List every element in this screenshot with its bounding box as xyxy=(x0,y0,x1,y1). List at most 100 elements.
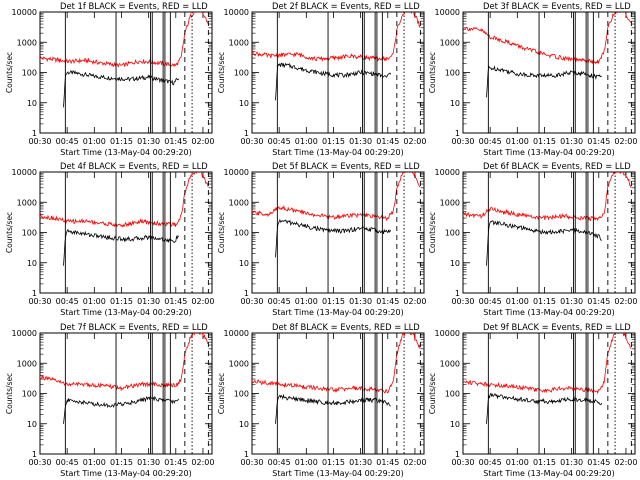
chart-title: Det 1f BLACK = Events, RED = LLD xyxy=(60,1,208,11)
y-tick-label: 100 xyxy=(445,69,460,78)
x-tick-label: 01:15 xyxy=(322,137,345,146)
chart-title: Det 8f BLACK = Events, RED = LLD xyxy=(272,322,420,332)
x-tick-label: 00:45 xyxy=(479,137,502,146)
y-tick-label: 10 xyxy=(27,420,37,429)
x-tick-label: 01:45 xyxy=(587,297,610,306)
y-tick-label: 1 xyxy=(244,129,249,138)
x-tick-label: 01:30 xyxy=(349,297,372,306)
x-tick-label: 00:30 xyxy=(28,458,51,467)
y-axis-label: Counts/sec xyxy=(217,52,226,93)
x-tick-label: 00:45 xyxy=(479,458,502,467)
x-tick-label: 02:00 xyxy=(191,458,214,467)
y-tick-label: 1 xyxy=(32,129,37,138)
x-tick-label: 00:45 xyxy=(56,297,79,306)
x-tick-label: 01:15 xyxy=(322,297,345,306)
y-tick-label: 100 xyxy=(22,69,37,78)
y-tick-label: 10 xyxy=(27,259,37,268)
chart-panel-9: Det 9f BLACK = Events, RED = LLD Counts/s… xyxy=(428,322,637,478)
x-tick-label: 01:00 xyxy=(506,297,529,306)
y-axis-label: Counts/sec xyxy=(428,52,437,93)
y-tick-label: 1 xyxy=(455,129,460,138)
x-tick-label: 01:45 xyxy=(376,297,399,306)
y-tick-label: 1000 xyxy=(17,359,37,368)
plot-frame xyxy=(39,11,213,134)
plot-area xyxy=(463,333,632,454)
plot-frame xyxy=(462,11,636,134)
y-axis-label: Counts/sec xyxy=(428,373,437,414)
x-axis-label: Start Time (13-May-04 00:29:20) xyxy=(272,469,403,478)
chart-title: Det 3f BLACK = Events, RED = LLD xyxy=(483,1,631,11)
y-tick-label: 10000 xyxy=(224,8,249,17)
x-tick-label: 02:00 xyxy=(614,458,637,467)
series-events-line xyxy=(63,395,180,424)
chart-title: Det 4f BLACK = Events, RED = LLD xyxy=(60,161,208,171)
x-tick-label: 01:00 xyxy=(83,297,106,306)
y-tick-label: 100 xyxy=(234,390,249,399)
x-tick-label: 00:45 xyxy=(268,297,291,306)
x-tick-label: 01:00 xyxy=(506,137,529,146)
x-tick-label: 01:00 xyxy=(295,297,318,306)
y-tick-label: 10 xyxy=(239,99,249,108)
x-axis-label: Start Time (13-May-04 00:29:20) xyxy=(60,469,191,478)
y-tick-label: 1000 xyxy=(440,198,460,207)
series-events-line xyxy=(486,65,602,98)
x-tick-label: 00:45 xyxy=(268,137,291,146)
x-tick-label: 01:00 xyxy=(506,458,529,467)
x-tick-label: 00:30 xyxy=(28,297,51,306)
y-tick-label: 100 xyxy=(234,69,249,78)
y-axis-label: Counts/sec xyxy=(5,212,14,253)
series-lld-line xyxy=(252,172,421,222)
x-tick-label: 01:30 xyxy=(137,137,160,146)
y-tick-label: 10 xyxy=(239,420,249,429)
plot-area xyxy=(252,172,421,293)
x-tick-label: 01:00 xyxy=(83,458,106,467)
chart-panel-5: Det 5f BLACK = Events, RED = LLD Counts/s… xyxy=(217,161,426,317)
chart-title: Det 2f BLACK = Events, RED = LLD xyxy=(272,1,420,11)
y-tick-label: 100 xyxy=(22,229,37,238)
y-tick-label: 1 xyxy=(32,450,37,459)
y-tick-label: 10000 xyxy=(224,329,249,338)
y-tick-label: 1000 xyxy=(229,38,249,47)
series-events-line xyxy=(275,393,391,424)
chart-title: Det 5f BLACK = Events, RED = LLD xyxy=(272,161,420,171)
chart-panel-4: Det 4f BLACK = Events, RED = LLD Counts/s… xyxy=(5,161,214,317)
x-tick-label: 00:30 xyxy=(451,297,474,306)
series-events-line xyxy=(275,62,392,101)
x-tick-label: 01:45 xyxy=(164,458,187,467)
series-lld-line xyxy=(463,172,632,222)
chart-panel-6: Det 6f BLACK = Events, RED = LLD Counts/s… xyxy=(428,161,637,317)
y-tick-label: 1000 xyxy=(440,38,460,47)
x-tick-label: 02:00 xyxy=(614,137,637,146)
plot-area xyxy=(40,172,209,293)
x-tick-label: 02:00 xyxy=(191,297,214,306)
series-lld-line xyxy=(40,333,209,392)
x-tick-label: 02:00 xyxy=(403,458,426,467)
y-tick-label: 10000 xyxy=(435,8,460,17)
y-tick-label: 1 xyxy=(455,289,460,298)
y-tick-label: 1 xyxy=(455,450,460,459)
series-events-line xyxy=(486,392,603,424)
x-tick-label: 02:00 xyxy=(614,297,637,306)
x-tick-label: 01:00 xyxy=(295,137,318,146)
chart-panel-3: Det 3f BLACK = Events, RED = LLD Counts/s… xyxy=(428,1,637,157)
x-axis-label: Start Time (13-May-04 00:29:20) xyxy=(483,148,614,157)
y-tick-label: 10 xyxy=(27,99,37,108)
y-tick-label: 1 xyxy=(244,450,249,459)
plot-frame xyxy=(251,171,425,294)
y-tick-label: 1000 xyxy=(229,198,249,207)
y-tick-label: 100 xyxy=(234,229,249,238)
x-axis-label: Start Time (13-May-04 00:29:20) xyxy=(60,148,191,157)
y-axis-label: Counts/sec xyxy=(217,373,226,414)
x-axis-label: Start Time (13-May-04 00:29:20) xyxy=(272,148,403,157)
x-tick-label: 02:00 xyxy=(403,297,426,306)
x-tick-label: 02:00 xyxy=(191,137,214,146)
x-axis-label: Start Time (13-May-04 00:29:20) xyxy=(483,469,614,478)
y-tick-label: 10 xyxy=(239,259,249,268)
x-tick-label: 00:30 xyxy=(240,297,263,306)
x-tick-label: 01:30 xyxy=(137,297,160,306)
x-tick-label: 01:15 xyxy=(110,297,133,306)
chart-panel-8: Det 8f BLACK = Events, RED = LLD Counts/s… xyxy=(217,322,426,478)
x-tick-label: 02:00 xyxy=(403,137,426,146)
series-lld-line xyxy=(40,12,209,68)
